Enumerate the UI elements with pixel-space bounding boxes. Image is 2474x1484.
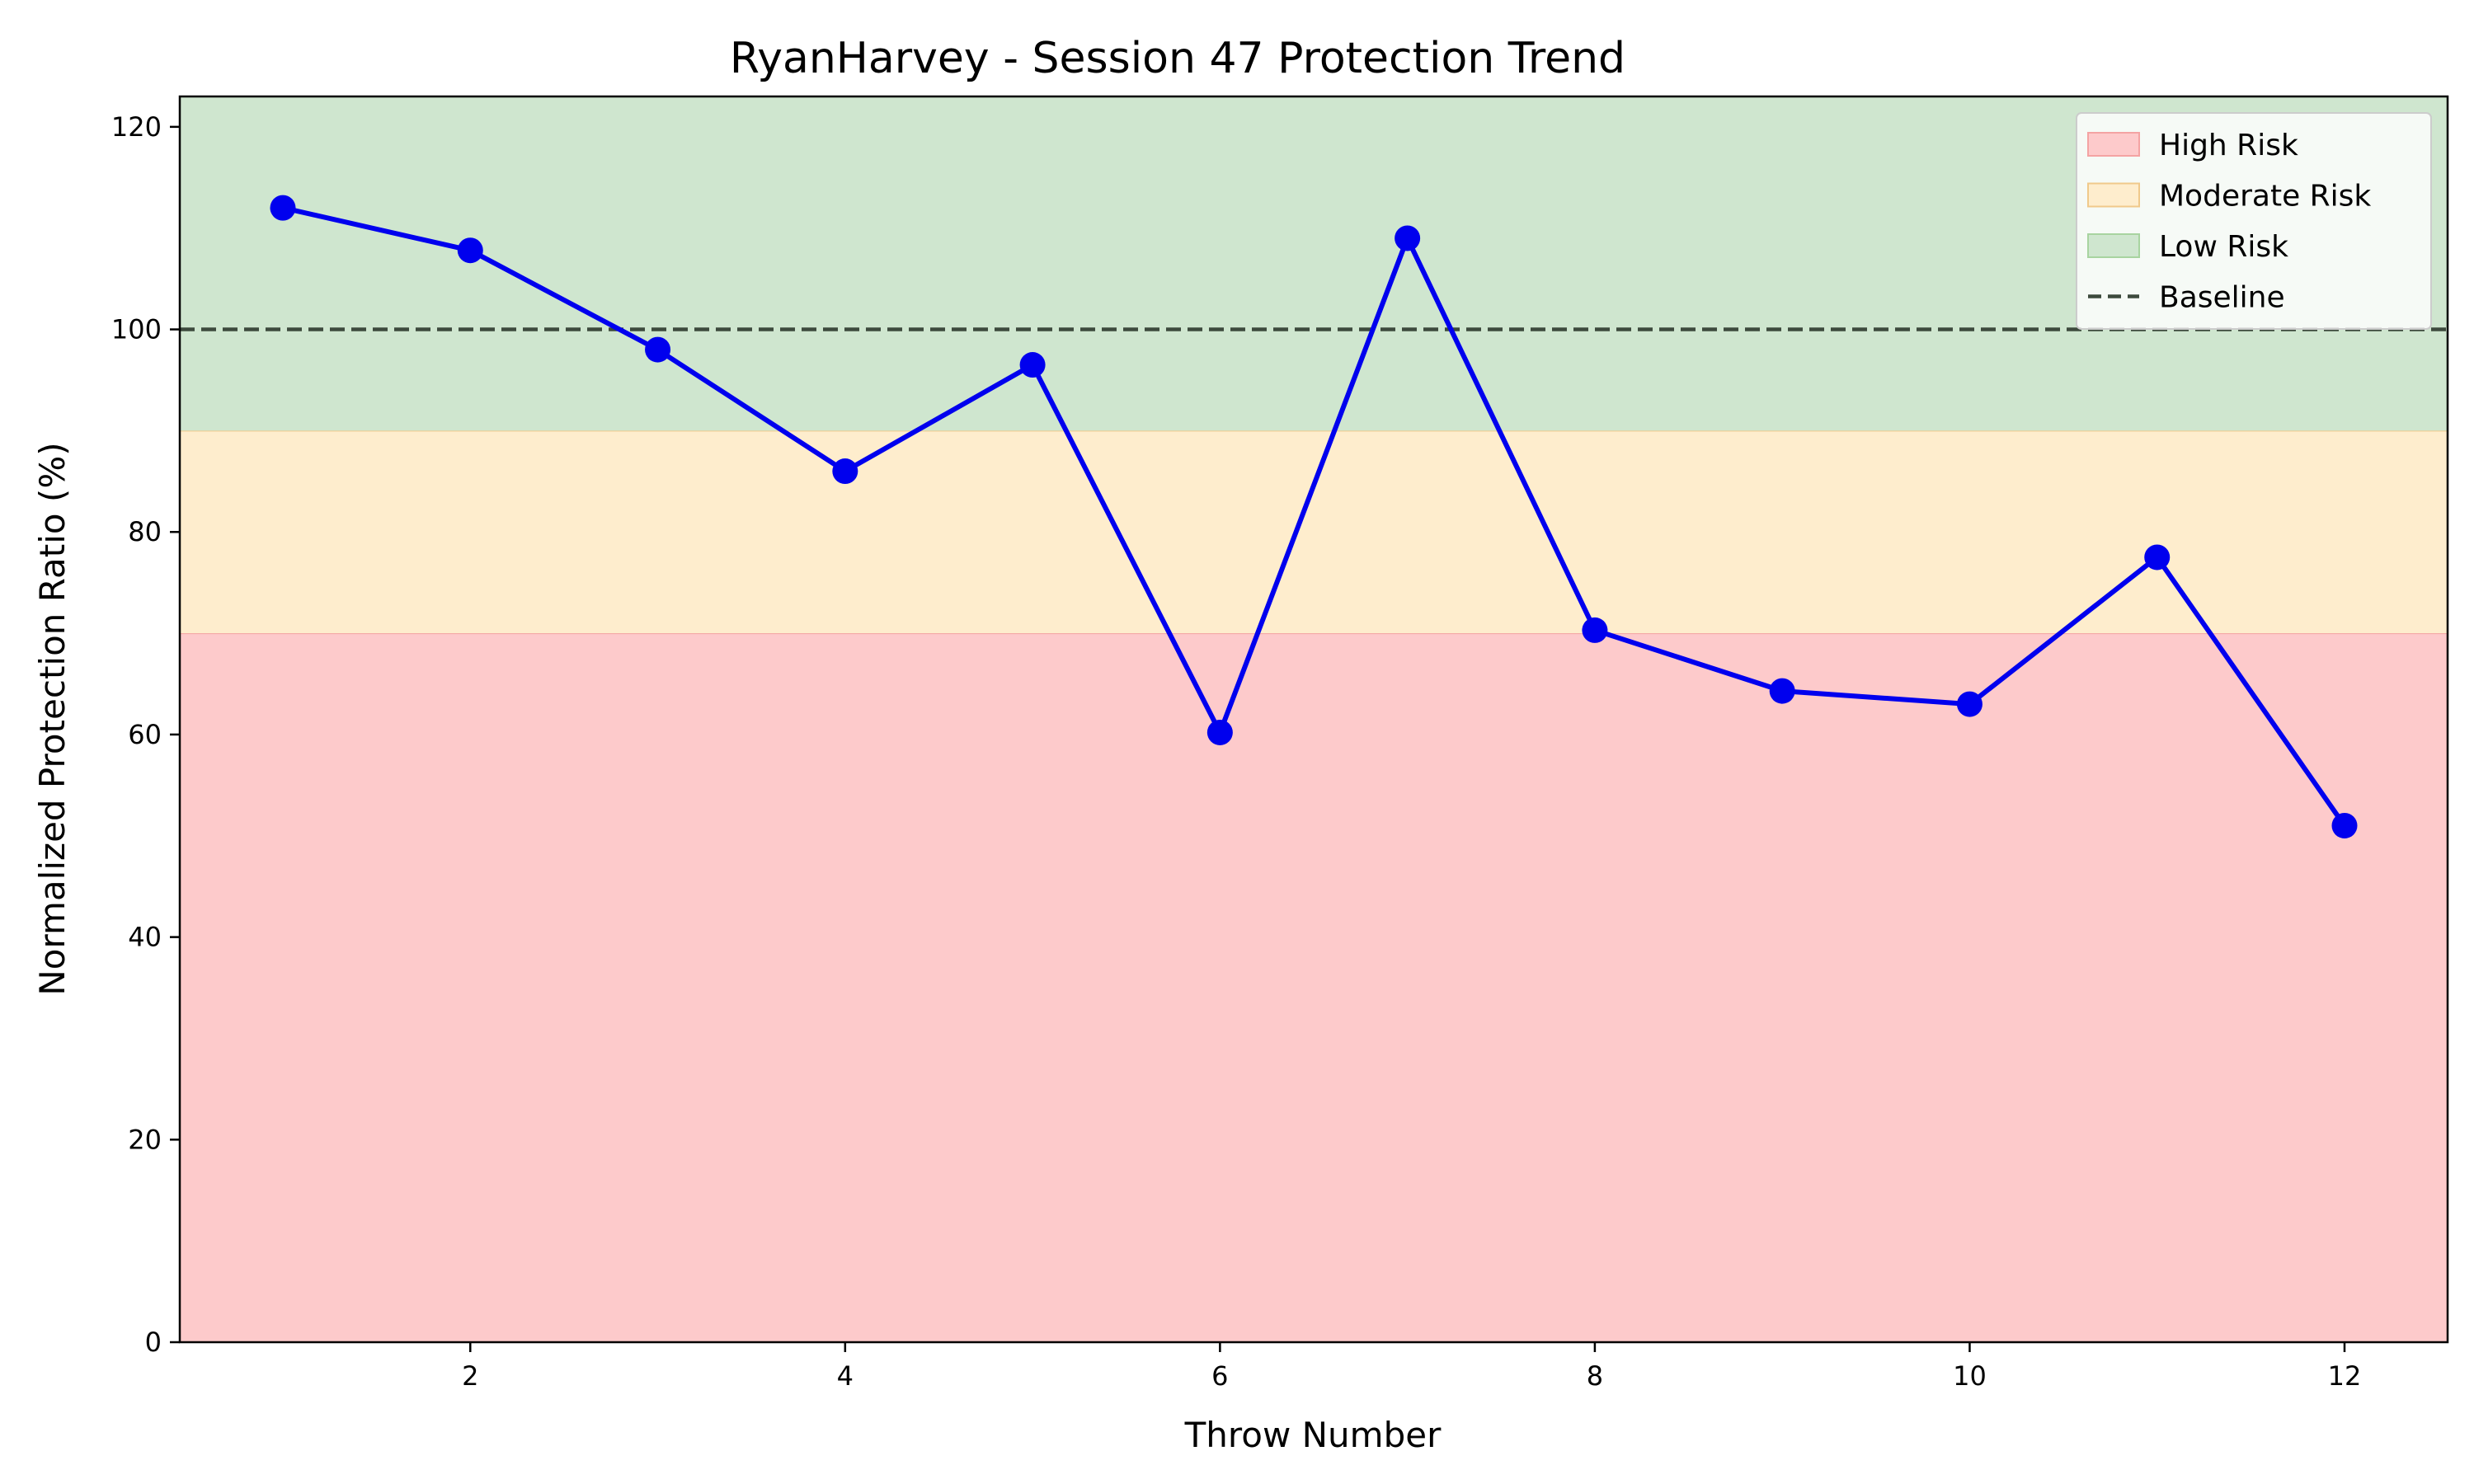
x-tick-label: 8: [1587, 1360, 1603, 1392]
data-point-4: [832, 458, 858, 485]
data-point-9: [1769, 678, 1795, 704]
data-point-2: [457, 237, 483, 264]
x-tick-label: 10: [1953, 1360, 1987, 1392]
y-tick-label: 80: [128, 516, 162, 547]
band-high-risk: [180, 633, 2448, 1342]
band-low-risk: [180, 96, 2448, 431]
data-point-8: [1582, 617, 1608, 643]
x-tick-label: 2: [462, 1360, 478, 1392]
legend-label: Baseline: [2159, 281, 2285, 315]
y-tick-label: 20: [128, 1124, 162, 1155]
data-point-1: [270, 195, 296, 221]
x-tick-label: 12: [2328, 1360, 2362, 1392]
y-tick-label: 120: [111, 111, 162, 143]
y-tick-label: 100: [111, 314, 162, 345]
series-layer: [270, 195, 2358, 838]
risk-bands: [180, 96, 2448, 1342]
legend-swatch: [2087, 182, 2140, 208]
x-axis-ticks: 2 4 6 8 10 12: [462, 1342, 2361, 1392]
data-point-7: [1395, 225, 1421, 251]
data-point-6: [1206, 719, 1233, 745]
legend-label: Moderate Risk: [2159, 180, 2371, 214]
data-point-12: [2331, 812, 2358, 838]
legend-label: Low Risk: [2159, 230, 2288, 264]
band-moderate-risk: [180, 430, 2448, 634]
legend: High Risk Moderate Risk Low Risk Baseline: [2076, 112, 2432, 330]
x-tick-label: 6: [1211, 1360, 1228, 1392]
data-point-10: [1956, 691, 1982, 717]
chart-title: RyanHarvey - Session 47 Protection Trend: [730, 34, 1625, 83]
y-tick-label: 60: [128, 719, 162, 750]
legend-box: [2076, 112, 2432, 330]
y-axis-ticks: 0 20 40 60 80 100 120: [111, 111, 180, 1358]
y-axis-label: Normalized Protection Ratio (%): [32, 442, 73, 995]
data-point-5: [1019, 352, 1046, 378]
data-point-3: [645, 336, 671, 363]
x-tick-label: 4: [837, 1360, 854, 1392]
legend-swatch: [2087, 233, 2140, 258]
plot-frame: [178, 95, 2449, 1344]
y-tick-label: 0: [145, 1327, 162, 1358]
x-axis-label: Throw Number: [1184, 1415, 1442, 1455]
legend-label: High Risk: [2159, 129, 2298, 162]
data-point-11: [2144, 544, 2171, 571]
y-tick-label: 40: [128, 922, 162, 953]
legend-swatch: [2087, 132, 2140, 157]
series-line: [282, 205, 2347, 828]
